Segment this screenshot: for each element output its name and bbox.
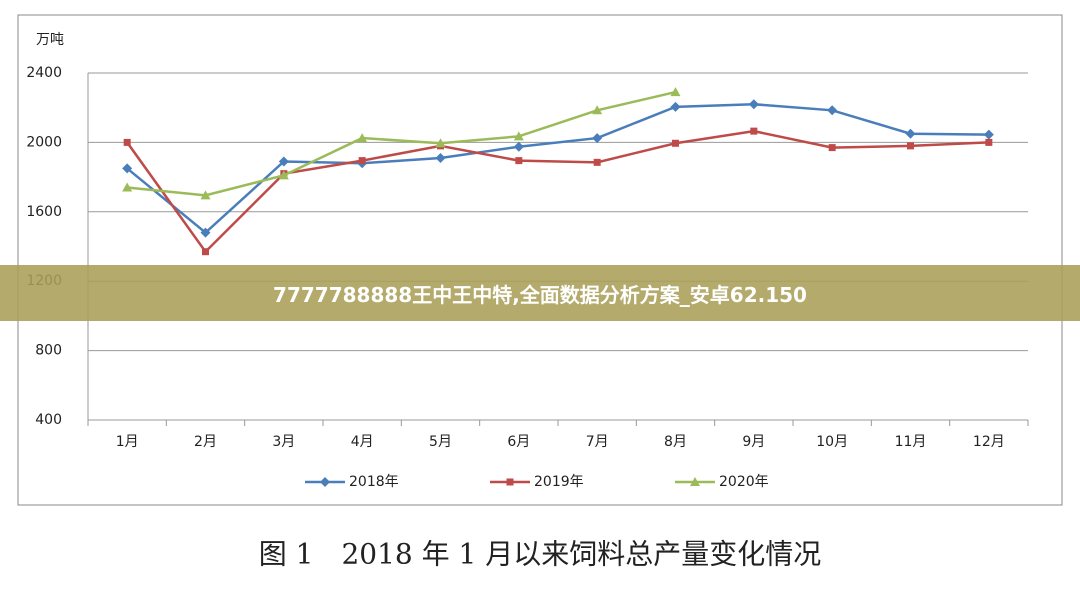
- x-tick-label: 4月: [351, 434, 374, 450]
- series-line: [126, 129, 989, 254]
- data-point: [122, 182, 133, 192]
- y-tick-label: 1600: [26, 204, 62, 220]
- legend-marker: [320, 477, 330, 487]
- y-tick-label: 400: [35, 412, 62, 428]
- series-line: [126, 102, 989, 235]
- y-tick-label: 2400: [26, 65, 62, 81]
- x-tick-label: 3月: [272, 434, 295, 450]
- data-point: [828, 144, 836, 152]
- legend-label: 2018年: [349, 474, 399, 490]
- x-tick-label: 6月: [507, 434, 530, 450]
- y-tick-label: 2000: [26, 134, 62, 150]
- data-point: [278, 156, 289, 167]
- y-tick-label: 800: [35, 343, 62, 359]
- data-point: [435, 138, 446, 148]
- x-tick-label: 11月: [895, 434, 927, 450]
- data-point: [202, 248, 209, 256]
- data-point: [593, 158, 601, 166]
- x-tick-label: 8月: [664, 434, 687, 450]
- legend-label: 2020年: [719, 474, 769, 490]
- data-point: [905, 128, 916, 139]
- legend-label: 2019年: [534, 474, 584, 490]
- data-point: [748, 99, 759, 110]
- data-point: [515, 157, 523, 165]
- data-point: [435, 153, 446, 164]
- data-point: [827, 105, 838, 116]
- x-tick-label: 7月: [586, 434, 609, 450]
- legend-marker: [690, 477, 700, 486]
- data-point: [278, 170, 289, 180]
- data-point: [513, 141, 524, 152]
- legend-marker: [506, 478, 514, 486]
- data-point: [122, 163, 133, 174]
- data-point: [513, 131, 524, 141]
- data-point: [200, 190, 211, 200]
- data-point: [358, 157, 366, 165]
- data-point: [200, 227, 211, 238]
- y-axis-label: 万吨: [36, 32, 64, 48]
- data-point: [357, 133, 368, 143]
- x-tick-label: 2月: [194, 434, 217, 450]
- banner: 7777788888王中王中特,全面数据分析方案_安卓62.150: [0, 265, 1080, 321]
- x-tick-label: 10月: [816, 434, 848, 450]
- data-point: [750, 127, 758, 135]
- data-point: [592, 105, 603, 115]
- data-point: [670, 101, 681, 112]
- x-tick-label: 12月: [973, 434, 1005, 450]
- data-point: [592, 133, 603, 144]
- chart-frame: [17, 14, 1063, 506]
- caption: 图 1 2018 年 1 月以来饲料总产量变化情况: [259, 538, 822, 571]
- data-point: [907, 142, 914, 150]
- data-point: [672, 139, 679, 147]
- x-tick-label: 1月: [116, 434, 139, 450]
- data-point: [983, 129, 994, 140]
- data-point: [670, 87, 681, 97]
- x-tick-label: 9月: [742, 434, 765, 450]
- series-line: [127, 90, 676, 197]
- x-tick-label: 5月: [429, 434, 452, 450]
- data-point: [985, 138, 993, 146]
- data-point: [123, 138, 131, 146]
